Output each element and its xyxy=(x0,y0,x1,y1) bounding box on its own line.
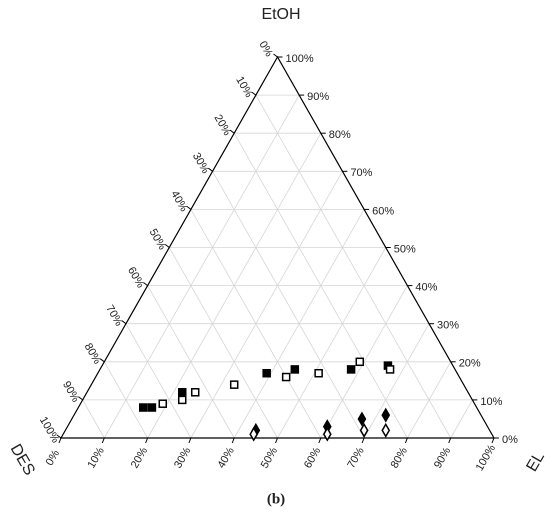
tick-mark xyxy=(231,437,235,444)
tick-mark xyxy=(361,437,365,444)
tick-mark xyxy=(143,282,148,287)
data-point xyxy=(139,403,148,412)
tick-mark xyxy=(164,244,170,248)
tick-mark xyxy=(251,91,257,96)
tick-mark xyxy=(491,437,495,444)
grid-line xyxy=(450,399,473,439)
data-point xyxy=(381,407,391,423)
tick-mark xyxy=(56,434,62,439)
tick-mark xyxy=(100,358,105,363)
tick-label: 0% xyxy=(44,448,62,468)
data-point xyxy=(249,426,259,442)
tick-label: 100% xyxy=(37,415,62,446)
data-point xyxy=(177,388,187,397)
data-point xyxy=(262,368,271,378)
tick-label: 70% xyxy=(345,445,367,470)
tick-label: 20% xyxy=(212,113,234,138)
grid-line xyxy=(190,209,322,439)
grid-line xyxy=(125,323,192,439)
data-point xyxy=(147,403,157,412)
grid-line xyxy=(277,247,387,439)
tick-label: 50% xyxy=(394,243,416,255)
tick-mark xyxy=(101,437,105,444)
tick-mark xyxy=(121,320,127,325)
tick-label: 30% xyxy=(190,151,212,176)
grid-line xyxy=(168,247,278,439)
caption: (b) xyxy=(267,491,285,507)
tick-label: 20% xyxy=(459,358,481,370)
tick-label: 90% xyxy=(307,91,329,103)
data-point xyxy=(229,380,239,389)
tick-label: 0% xyxy=(502,434,518,446)
tick-mark xyxy=(273,53,278,58)
tick-mark xyxy=(208,167,213,172)
tick-mark xyxy=(318,437,322,444)
axis-title: DES xyxy=(7,441,38,478)
data-point xyxy=(314,368,323,378)
tick-label: 40% xyxy=(415,282,437,294)
tick-mark xyxy=(275,437,278,444)
tick-label: 90% xyxy=(60,379,82,404)
tick-label: 70% xyxy=(350,167,372,179)
grid-line xyxy=(233,133,408,439)
grid-line xyxy=(363,323,430,439)
data-point xyxy=(281,372,291,382)
grid-line xyxy=(190,171,343,439)
tick-label: 40% xyxy=(168,189,190,214)
data-point xyxy=(381,422,391,438)
axis-title: EL xyxy=(524,449,549,475)
tick-label: 100% xyxy=(474,443,499,474)
tick-mark xyxy=(188,437,192,444)
data-point xyxy=(357,411,367,427)
tick-mark xyxy=(229,129,235,134)
grid-line xyxy=(212,171,365,439)
data-point xyxy=(355,357,365,367)
tick-label: 0% xyxy=(256,39,274,59)
data-point xyxy=(290,365,300,374)
tick-label: 90% xyxy=(432,445,454,470)
grid-line xyxy=(103,361,148,439)
grid-line xyxy=(103,94,300,439)
tick-label: 40% xyxy=(215,445,237,470)
data-point xyxy=(359,422,369,438)
tick-label: 10% xyxy=(86,445,108,470)
tick-label: 80% xyxy=(329,129,351,141)
grid-line xyxy=(255,94,452,439)
tick-mark xyxy=(145,437,149,444)
tick-label: 10% xyxy=(233,75,255,100)
tick-label: 60% xyxy=(125,265,147,290)
tick-label: 60% xyxy=(302,445,324,470)
data-point xyxy=(190,388,200,397)
data-point xyxy=(322,426,332,442)
axis-title: EtOH xyxy=(261,6,300,23)
data-point xyxy=(346,365,356,374)
grid-line xyxy=(82,399,105,439)
tick-mark xyxy=(186,205,192,210)
tick-mark xyxy=(58,437,62,444)
tick-label: 100% xyxy=(286,53,314,65)
data-point xyxy=(385,365,395,374)
tick-label: 60% xyxy=(372,205,394,217)
tick-label: 70% xyxy=(103,303,125,328)
tick-label: 80% xyxy=(389,445,411,470)
tick-mark xyxy=(404,437,408,444)
tick-mark xyxy=(78,396,83,401)
grid-line xyxy=(147,285,235,439)
data-point xyxy=(158,399,168,408)
tick-label: 20% xyxy=(129,445,151,470)
tick-mark xyxy=(448,437,452,444)
tick-label: 50% xyxy=(147,227,169,252)
tick-label: 50% xyxy=(259,445,281,470)
tick-label: 80% xyxy=(82,341,104,366)
tick-label: 10% xyxy=(480,396,502,408)
tick-label: 30% xyxy=(437,320,459,332)
tick-label: 30% xyxy=(172,445,194,470)
data-point xyxy=(177,395,187,405)
